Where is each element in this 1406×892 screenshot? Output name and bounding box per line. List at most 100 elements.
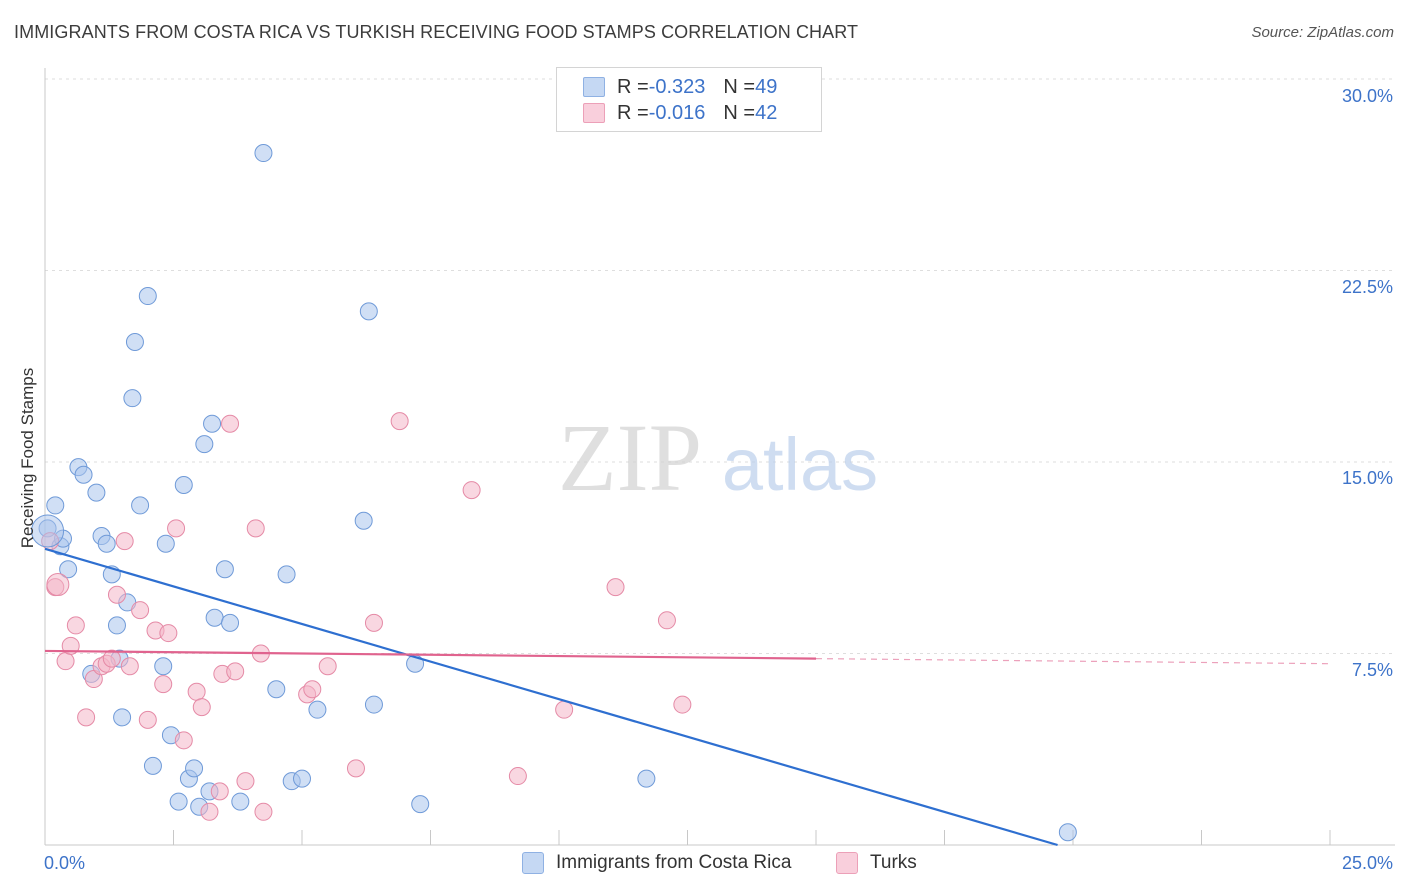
turks-point	[318, 657, 337, 676]
stats-swatch-turks	[583, 103, 605, 123]
turks-point	[200, 802, 219, 821]
costa-rica-point	[277, 565, 296, 584]
costa-rica-point	[354, 511, 373, 530]
costa-rica-point	[169, 792, 188, 811]
costa-rica-point	[107, 616, 126, 635]
costa-rica-point	[87, 483, 106, 502]
turks-trend-extension	[815, 658, 1331, 665]
stats-row-costa-rica: R = -0.323 N = 49	[583, 74, 777, 100]
turks-point	[657, 611, 676, 630]
turks-point	[221, 414, 240, 433]
source-label: Source: ZipAtlas.com	[1251, 24, 1394, 41]
costa-rica-point	[254, 144, 273, 163]
x-tick-label: 25.0%	[1341, 853, 1393, 873]
costa-rica-trend-line	[44, 547, 1058, 847]
turks-point	[131, 601, 150, 620]
turks-point	[303, 680, 322, 699]
turks-point	[508, 767, 527, 786]
y-axis-label: Receiving Food Stamps	[18, 367, 37, 549]
stats-r-value: -0.016	[648, 101, 706, 124]
turks-point	[254, 802, 273, 821]
costa-rica-point	[185, 759, 204, 778]
y-tick-label: 22.5%	[1341, 277, 1393, 297]
costa-rica-point	[123, 389, 142, 408]
costa-rica-point	[113, 708, 132, 727]
costa-rica-point	[293, 769, 311, 788]
turks-point	[462, 481, 481, 500]
turks-point	[138, 710, 157, 729]
turks-point	[246, 519, 265, 538]
costa-rica-point	[154, 657, 173, 676]
turks-point	[46, 573, 70, 597]
stats-n-value: 42	[755, 101, 778, 124]
costa-rica-point	[308, 700, 327, 719]
x-tick-label: 0.0%	[44, 853, 86, 873]
turks-point	[167, 519, 186, 538]
costa-rica-point	[267, 680, 286, 699]
costa-rica-point	[125, 332, 144, 351]
stats-r-label: R =	[617, 101, 649, 124]
costa-rica-point	[205, 608, 224, 627]
stats-r-value: -0.323	[648, 75, 706, 98]
stats-row-turks: R = -0.016 N = 42	[583, 100, 777, 126]
turks-point	[226, 662, 245, 681]
stats-legend: R = -0.323 N = 49 R = -0.016 N = 42	[556, 67, 822, 132]
legend-swatch-costa-rica	[522, 852, 544, 874]
turks-point	[66, 616, 85, 635]
costa-rica-point	[215, 560, 234, 579]
turks-point	[159, 624, 178, 643]
turks-point	[102, 649, 121, 668]
stats-r-label: R =	[617, 75, 649, 98]
turks-point	[174, 731, 193, 750]
turks-point	[192, 698, 211, 717]
turks-point	[120, 657, 139, 676]
data-points	[31, 144, 1077, 842]
costa-rica-point	[1058, 823, 1077, 842]
costa-rica-point	[221, 613, 240, 632]
stats-n-value: 49	[755, 75, 778, 98]
turks-point	[390, 412, 409, 431]
grid-lines	[45, 78, 1395, 654]
costa-rica-point	[59, 560, 78, 579]
turks-point	[210, 782, 229, 801]
costa-rica-point	[46, 496, 65, 515]
costa-rica-point	[359, 302, 378, 321]
turks-point	[673, 695, 692, 714]
legend-swatch-turks	[836, 852, 858, 874]
legend-item-costa-rica: Immigrants from Costa Rica	[522, 852, 791, 874]
y-tick-label: 7.5%	[1351, 660, 1393, 680]
turks-point	[77, 708, 96, 727]
watermark-zip: ZIP	[558, 404, 702, 511]
turks-point	[364, 613, 383, 632]
legend-label-costa-rica: Immigrants from Costa Rica	[556, 852, 792, 873]
axes	[44, 68, 1395, 846]
turks-point	[236, 772, 255, 791]
stats-n-label: N =	[723, 101, 756, 124]
stats-swatch-costa-rica	[583, 77, 605, 97]
costa-rica-point	[364, 695, 383, 714]
costa-rica-point	[131, 496, 150, 515]
costa-rica-point	[195, 435, 214, 454]
costa-rica-point	[97, 534, 116, 553]
turks-point	[606, 578, 625, 597]
turks-point	[115, 532, 134, 551]
legend-label-turks: Turks	[870, 852, 917, 873]
chart-title: IMMIGRANTS FROM COSTA RICA VS TURKISH RE…	[14, 22, 859, 42]
costa-rica-point	[156, 534, 175, 553]
watermark-atlas: atlas	[722, 423, 878, 506]
costa-rica-point	[637, 769, 656, 788]
turks-point	[154, 675, 173, 694]
turks-point	[56, 652, 75, 671]
costa-rica-point	[74, 465, 93, 484]
costa-rica-point	[143, 756, 162, 775]
turks-point	[346, 759, 365, 778]
legend-item-turks: Turks	[836, 852, 917, 874]
costa-rica-point	[31, 514, 65, 548]
costa-rica-point	[138, 287, 157, 306]
costa-rica-point	[174, 475, 193, 494]
y-tick-label: 15.0%	[1341, 468, 1393, 488]
stats-n-label: N =	[723, 75, 756, 98]
costa-rica-point	[411, 795, 430, 814]
costa-rica-point	[231, 792, 250, 811]
